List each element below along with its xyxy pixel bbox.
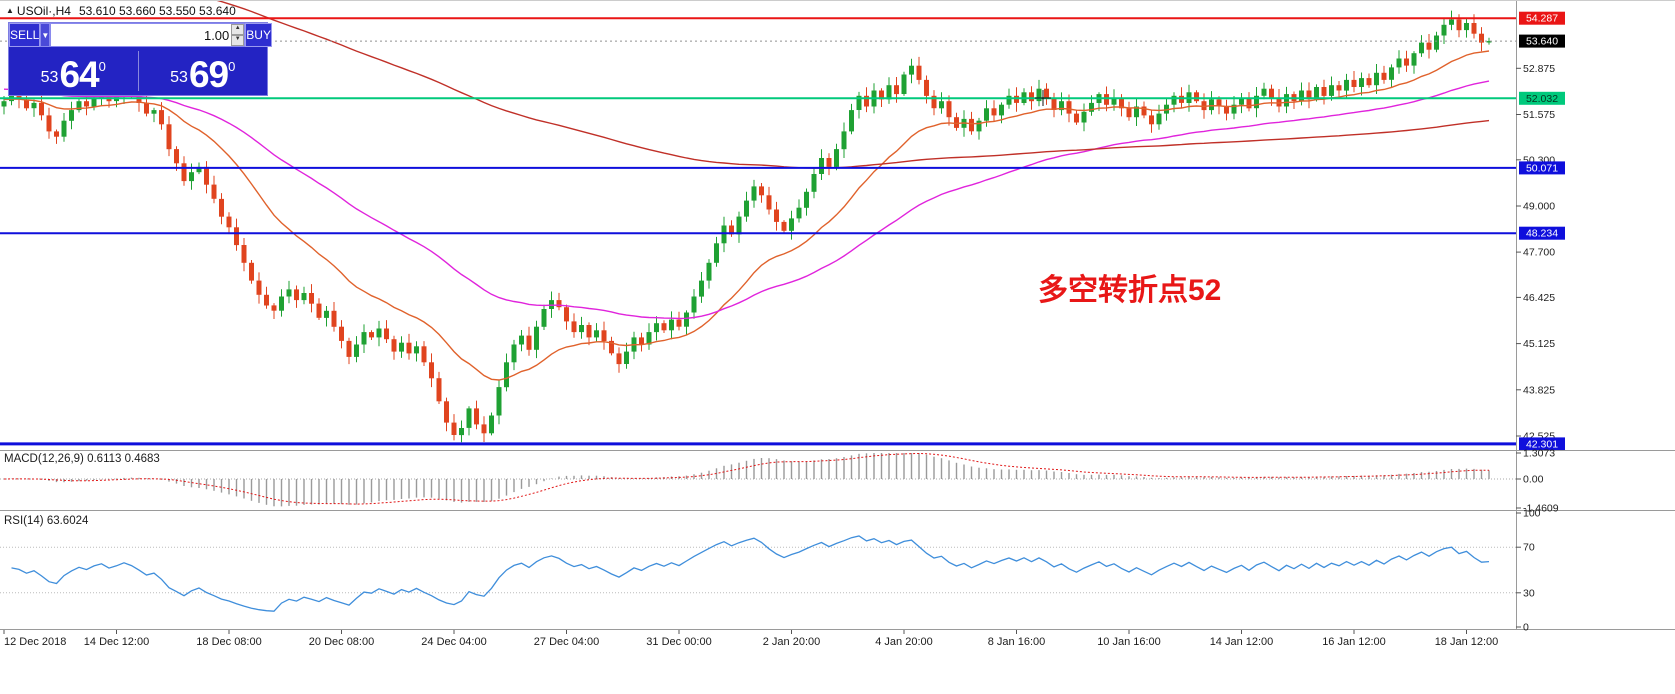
sell-price-prefix: 53	[40, 69, 59, 86]
candlesticks	[1, 10, 1492, 443]
svg-text:30: 30	[1523, 587, 1535, 599]
one-click-trading-panel: SELL ▼ ▲ ▼ BUY 53 64 0 53 69 0	[8, 22, 272, 96]
svg-text:31 Dec 00:00: 31 Dec 00:00	[646, 636, 711, 648]
panel-separators	[0, 450, 1675, 630]
macd-panel: 1.3073 0.00 -1.4609	[0, 448, 1559, 515]
svg-text:46.425: 46.425	[1523, 292, 1555, 304]
svg-text:52.032: 52.032	[1526, 93, 1558, 105]
sell-price-display[interactable]: 53 64 0	[9, 47, 138, 95]
crosshair-marker	[1035, 90, 1051, 106]
svg-text:47.700: 47.700	[1523, 247, 1555, 259]
price-axis: 52.87551.57550.30049.00047.70046.42545.1…	[1516, 1, 1565, 629]
sell-price-pipette: 0	[98, 59, 106, 74]
sell-button[interactable]: SELL	[9, 23, 41, 47]
svg-text:4 Jan 20:00: 4 Jan 20:00	[875, 636, 933, 648]
horizontal-lines	[0, 17, 1516, 446]
svg-text:18 Jan 12:00: 18 Jan 12:00	[1435, 636, 1499, 648]
trade-controls-row: SELL ▼ ▲ ▼ BUY	[9, 23, 272, 47]
svg-text:1.3073: 1.3073	[1523, 448, 1555, 460]
svg-text:54.287: 54.287	[1526, 13, 1558, 25]
volume-decrease-button[interactable]: ▼	[231, 35, 245, 46]
buy-price-big-digits: 69	[188, 54, 229, 96]
volume-input[interactable]	[51, 24, 232, 46]
svg-text:20 Dec 08:00: 20 Dec 08:00	[309, 636, 374, 648]
macd-indicator-label: MACD(12,26,9) 0.6113 0.4683	[4, 453, 160, 465]
svg-text:43.825: 43.825	[1523, 384, 1555, 396]
svg-text:18 Dec 08:00: 18 Dec 08:00	[196, 636, 261, 648]
buy-button[interactable]: BUY	[245, 23, 272, 47]
volume-stepper: ▲ ▼	[231, 24, 245, 46]
buy-price-display[interactable]: 53 69 0	[139, 47, 268, 95]
rsi-panel: 100 70 30 0	[0, 508, 1541, 634]
rsi-indicator-label: RSI(14) 63.6024	[4, 515, 89, 527]
svg-text:12 Dec 2018: 12 Dec 2018	[4, 636, 66, 648]
symbol-arrow-icon: ▲	[6, 6, 14, 15]
price-divider	[137, 51, 139, 91]
svg-text:27 Dec 04:00: 27 Dec 04:00	[534, 636, 599, 648]
svg-text:14 Jan 12:00: 14 Jan 12:00	[1210, 636, 1274, 648]
svg-text:-1.4609: -1.4609	[1523, 503, 1559, 515]
svg-text:2 Jan 20:00: 2 Jan 20:00	[763, 636, 821, 648]
lot-dropdown-button[interactable]: ▼	[40, 23, 51, 47]
ma-fast	[3, 50, 1490, 381]
ohlc-values: 53.610 53.660 53.550 53.640	[78, 4, 236, 18]
svg-text:0.00: 0.00	[1523, 474, 1544, 486]
svg-text:52.875: 52.875	[1523, 63, 1555, 75]
ma-slow	[216, 1, 1490, 169]
chart-annotation: 多空转折点52	[1038, 274, 1222, 307]
trade-prices-row: 53 64 0 53 69 0	[9, 47, 267, 95]
svg-text:24 Dec 04:00: 24 Dec 04:00	[421, 636, 486, 648]
volume-increase-button[interactable]: ▲	[231, 24, 245, 35]
time-axis: 12 Dec 2018 14 Dec 12:00 18 Dec 08:00 20 De…	[3, 630, 1499, 648]
svg-text:8 Jan 16:00: 8 Jan 16:00	[988, 636, 1046, 648]
buy-price-prefix: 53	[170, 69, 188, 86]
ma-medium	[3, 80, 1490, 320]
svg-text:16 Jan 12:00: 16 Jan 12:00	[1322, 636, 1386, 648]
svg-text:0: 0	[1523, 622, 1529, 634]
sell-price-big-digits: 64	[59, 54, 99, 96]
svg-text:53.640: 53.640	[1526, 36, 1558, 48]
svg-text:70: 70	[1523, 542, 1535, 554]
symbol-timeframe-label: USOil·,H4	[16, 4, 71, 18]
svg-text:100: 100	[1523, 508, 1541, 520]
buy-price-pipette: 0	[228, 59, 236, 74]
svg-text:49.000: 49.000	[1523, 201, 1555, 213]
moving-averages	[3, 1, 1490, 381]
chevron-down-icon: ▼	[41, 30, 50, 40]
svg-text:10 Jan 16:00: 10 Jan 16:00	[1097, 636, 1161, 648]
chart-title: ▲ USOil·,H4 53.610 53.660 53.550 53.640	[6, 4, 236, 18]
svg-text:42.301: 42.301	[1526, 438, 1558, 450]
svg-text:45.125: 45.125	[1523, 338, 1555, 350]
volume-field: ▲ ▼	[50, 23, 246, 47]
svg-text:50.071: 50.071	[1526, 162, 1558, 174]
svg-text:51.575: 51.575	[1523, 109, 1555, 121]
svg-text:48.234: 48.234	[1526, 228, 1558, 240]
svg-text:14 Dec 12:00: 14 Dec 12:00	[84, 636, 149, 648]
